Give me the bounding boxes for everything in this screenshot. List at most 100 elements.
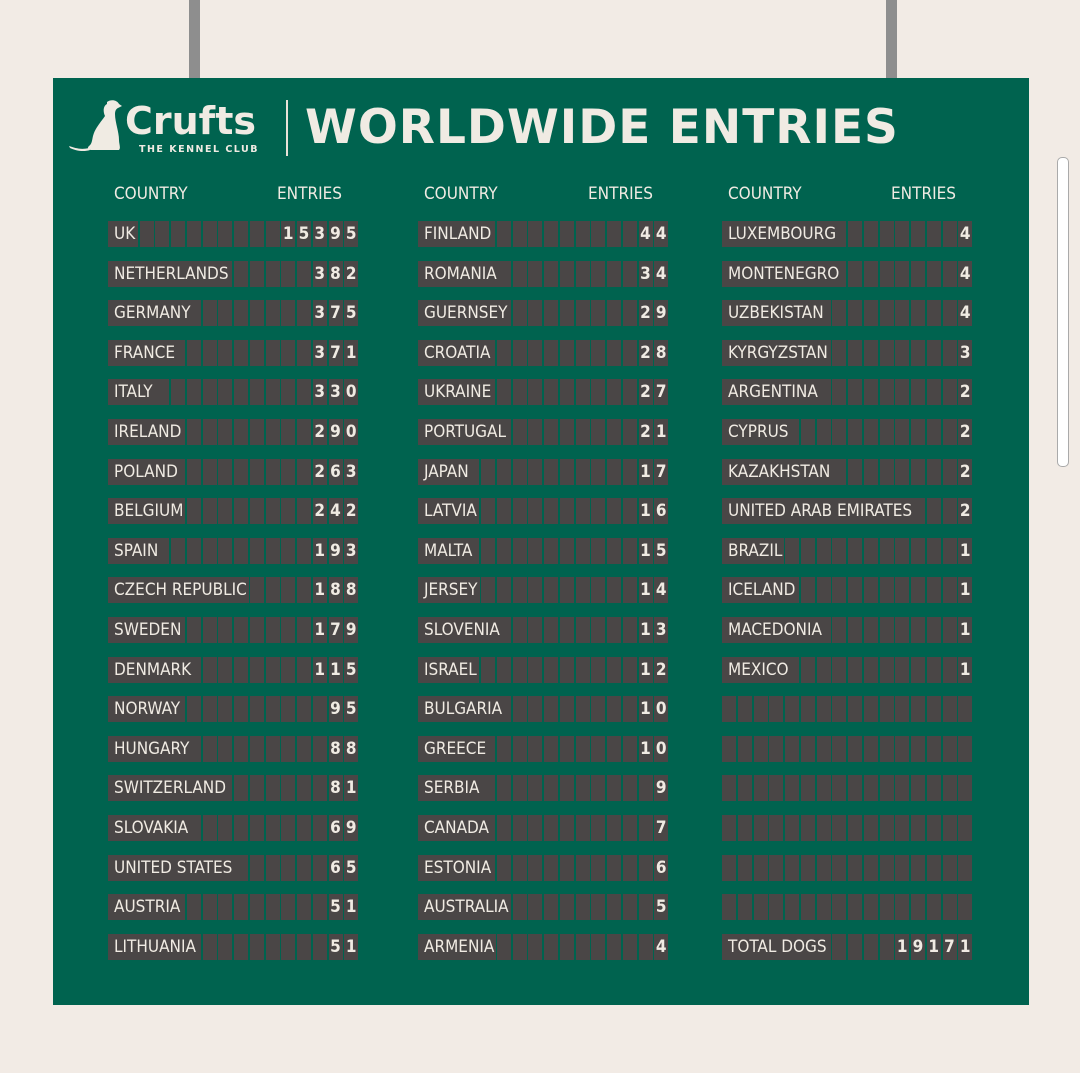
- flap-cell: [265, 815, 280, 841]
- flap-cell: [249, 339, 264, 366]
- flap-cell: [753, 815, 768, 841]
- flap-cell: [575, 656, 590, 683]
- table-row: 1 7 JAPAN: [418, 458, 670, 485]
- flap-cell: [800, 854, 815, 881]
- flap-cell: [218, 379, 233, 406]
- flap-cell: [863, 260, 878, 287]
- hanging-pole-left: [189, 0, 200, 78]
- flap-cell: [544, 419, 558, 445]
- country-name: ICELAND: [728, 577, 798, 604]
- entry-digit: 2: [958, 498, 973, 525]
- entry-digit: 1: [328, 656, 343, 683]
- flap-cell: [848, 696, 862, 723]
- flap-cell: [281, 260, 296, 287]
- country-name: JAPAN: [424, 458, 471, 485]
- entry-digit: 9: [328, 696, 343, 723]
- flap-cell: [312, 815, 327, 841]
- flap-cell: [265, 894, 280, 921]
- flap-cell: [481, 577, 495, 604]
- flap-cell: [622, 498, 637, 525]
- flap-cell: [528, 775, 543, 802]
- country-name: MACEDONIA: [728, 617, 824, 643]
- flap-cell: [249, 617, 264, 643]
- flap-cell: [234, 854, 248, 881]
- table-row: 2 7 UKRAINE: [418, 379, 670, 406]
- flap-cell: [911, 458, 925, 485]
- table-row: 3 3 0 ITALY: [108, 379, 360, 406]
- flap-cell: [607, 577, 621, 604]
- flap-cell: [785, 696, 799, 723]
- entry-digit: 2: [344, 498, 359, 525]
- flap-cell: [622, 339, 637, 366]
- flap-cell: [622, 300, 637, 327]
- flap-cell: [496, 854, 511, 881]
- flap-cell: [622, 815, 637, 841]
- entry-digit: 6: [654, 854, 669, 881]
- flap-cell: [591, 260, 606, 287]
- flap-cell: [512, 933, 527, 960]
- flap-cell: [942, 617, 957, 643]
- flap-cell: [863, 735, 878, 762]
- entry-digit: 2: [638, 339, 653, 366]
- flap-cell: [832, 379, 847, 406]
- flap-cell: [832, 300, 847, 327]
- flap-cell: [622, 419, 637, 445]
- country-name: KAZAKHSTAN: [728, 458, 833, 485]
- flap-cell: [297, 577, 311, 604]
- flap-cell: [234, 775, 248, 802]
- country-name: SPAIN: [114, 537, 161, 564]
- flap-cell: [591, 339, 606, 366]
- flap-cell: [297, 379, 311, 406]
- flap-cell: [832, 656, 847, 683]
- flap-cell: [863, 656, 878, 683]
- flap-cell: [312, 735, 327, 762]
- flap-cell: [559, 933, 574, 960]
- flap-cell: [559, 419, 574, 445]
- flap-cell: [171, 379, 185, 406]
- column-header-entries: ENTRIES: [891, 184, 956, 204]
- flap-cell: [528, 537, 543, 564]
- flap-cell: [848, 537, 862, 564]
- flap-cell: [816, 537, 831, 564]
- scrollbar[interactable]: [1057, 157, 1069, 467]
- country-name: GREECE: [424, 735, 489, 762]
- flap-cell: [607, 300, 621, 327]
- country-name: GUERNSEY: [424, 300, 510, 327]
- flap-cell: [512, 339, 527, 366]
- flap-cell: [559, 537, 574, 564]
- country-name: IRELAND: [114, 419, 184, 445]
- flap-cell: [848, 656, 862, 683]
- entry-digit: 4: [654, 221, 669, 247]
- entry-digit: 8: [344, 735, 359, 762]
- flap-cell: [895, 339, 910, 366]
- table-row: 4 LUXEMBOURG: [722, 221, 974, 247]
- flap-cell: [496, 577, 511, 604]
- flap-cell: [481, 498, 495, 525]
- flap-cell: [911, 815, 925, 841]
- flap-cell: [575, 260, 590, 287]
- flap-cell: [895, 775, 910, 802]
- flap-cell: [848, 933, 862, 960]
- entry-digit: 9: [911, 933, 925, 960]
- flap-cell: [958, 775, 973, 802]
- table-row: 1 0 BULGARIA: [418, 696, 670, 723]
- column-header-entries: ENTRIES: [588, 184, 653, 204]
- country-name: UZBEKISTAN: [728, 300, 826, 327]
- flap-cell: [879, 300, 894, 327]
- flap-cell: [737, 696, 752, 723]
- flap-cell: [942, 260, 957, 287]
- flap-cell: [281, 735, 296, 762]
- entry-digit: 2: [638, 419, 653, 445]
- flap-cell: [926, 815, 941, 841]
- country-name: CANADA: [424, 815, 491, 841]
- entry-digit: 1: [638, 458, 653, 485]
- flap-cell: [769, 775, 784, 802]
- entry-digit: 2: [958, 419, 973, 445]
- flap-cell: [202, 339, 217, 366]
- flap-cell: [481, 656, 495, 683]
- entry-digit: 3: [312, 379, 327, 406]
- flap-cell: [297, 617, 311, 643]
- entry-digit: 5: [344, 854, 359, 881]
- flap-cell: [942, 815, 957, 841]
- table-row: [722, 735, 974, 762]
